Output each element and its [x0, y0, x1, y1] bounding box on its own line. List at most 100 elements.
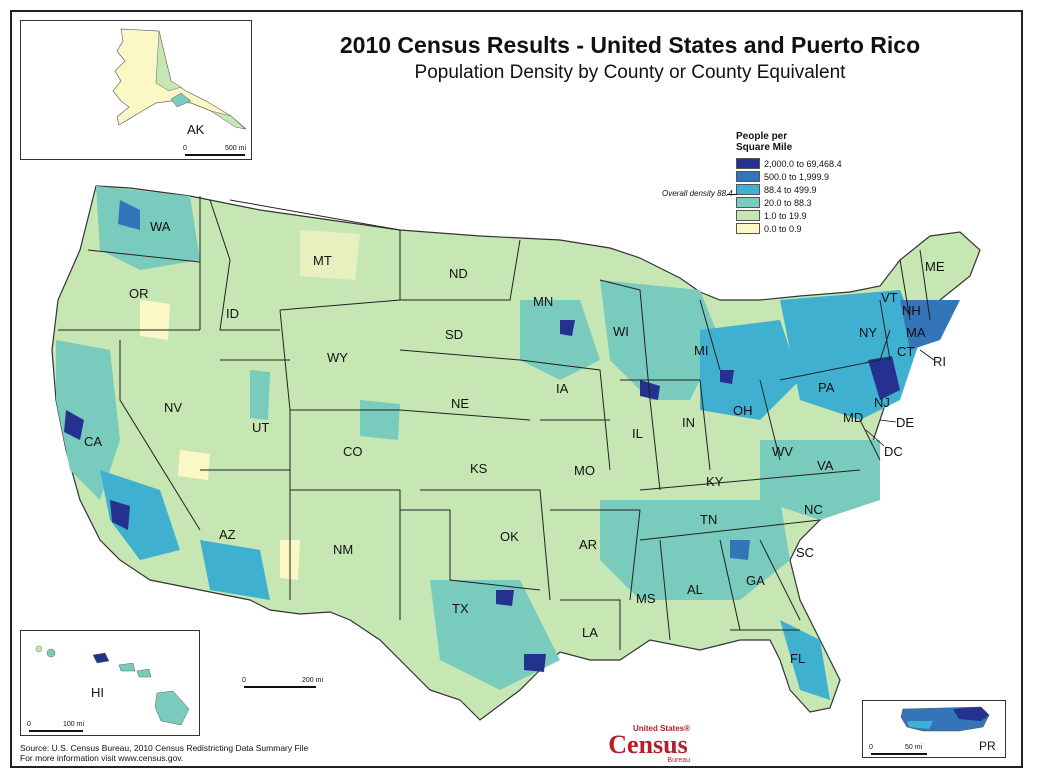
- map-subtitle: Population Density by County or County E…: [414, 62, 846, 83]
- census-bureau-logo: United States® Census Bureau: [606, 724, 690, 764]
- state-label-sc: SC: [796, 545, 815, 560]
- legend-label: 0.0 to 0.9: [764, 223, 802, 234]
- map-frame: [10, 10, 1023, 768]
- legend-row: 2,000.0 to 69,468.4: [736, 157, 842, 170]
- state-label-id: ID: [226, 306, 239, 321]
- state-label-va: VA: [817, 458, 834, 473]
- hawaii-scale-end: 100 mi: [63, 721, 85, 728]
- state-label-mi: MI: [694, 343, 709, 358]
- state-label-sd: SD: [445, 327, 464, 342]
- state-label-ar: AR: [579, 537, 598, 552]
- source-line-1: Source: U.S. Census Bureau, 2010 Census …: [20, 743, 309, 753]
- alaska-scale-start: 0: [183, 145, 187, 152]
- logo-line-2: Census: [608, 730, 688, 759]
- alaska-inset: AK 0 500 mi: [20, 20, 252, 160]
- legend-swatch: [736, 158, 760, 169]
- state-label-ok: OK: [500, 529, 519, 544]
- state-borders: [58, 196, 931, 650]
- state-label-ca: CA: [84, 434, 103, 449]
- state-label-mn: MN: [533, 294, 554, 309]
- legend-row: 88.4 to 499.9: [736, 183, 842, 196]
- legend-title: People per Square Mile: [736, 131, 793, 153]
- state-label-ma: MA: [906, 325, 926, 340]
- state-label-ri: RI: [933, 354, 946, 369]
- puerto-rico-scale-end: 50 mi: [905, 744, 923, 751]
- source-note: Source: U.S. Census Bureau, 2010 Census …: [20, 743, 308, 763]
- main-scale-bar: [244, 686, 316, 688]
- state-label-nd: ND: [449, 266, 468, 281]
- legend: People per Square Mile 2,000.0 to 69,468…: [736, 131, 842, 235]
- state-label-nh: NH: [902, 303, 921, 318]
- legend-swatch: [736, 184, 760, 195]
- state-label-vt: VT: [881, 290, 898, 305]
- state-label-wv: WV: [772, 444, 793, 459]
- puerto-rico-label: PR: [979, 739, 996, 753]
- legend-swatch: [736, 171, 760, 182]
- state-label-dc: DC: [884, 444, 903, 459]
- state-label-ny: NY: [859, 325, 878, 340]
- overall-density-marker: [727, 194, 737, 195]
- state-label-ga: GA: [746, 573, 765, 588]
- state-label-ct: CT: [897, 344, 915, 359]
- puerto-rico-scale-start: 0: [869, 744, 873, 751]
- legend-swatch: [736, 210, 760, 221]
- state-label-nj: NJ: [874, 395, 890, 410]
- state-label-de: DE: [896, 415, 915, 430]
- legend-rows: 2,000.0 to 69,468.4 500.0 to 1,999.9 88.4 …: [736, 157, 842, 235]
- state-label-ne: NE: [451, 396, 470, 411]
- state-label-il: IL: [632, 426, 643, 441]
- main-scale-start: 0: [242, 677, 246, 684]
- state-label-oh: OH: [733, 403, 753, 418]
- hawaii-scale-bar: [29, 730, 83, 732]
- state-label-wy: WY: [327, 350, 348, 365]
- state-label-co: CO: [343, 444, 363, 459]
- state-label-ky: KY: [706, 474, 724, 489]
- density-regions: [56, 186, 960, 700]
- legend-row: 1.0 to 19.9: [736, 209, 842, 222]
- state-label-pa: PA: [818, 380, 835, 395]
- hawaii-inset: HI 0 100 mi: [20, 630, 200, 736]
- state-label-tn: TN: [700, 512, 718, 527]
- state-label-ia: IA: [556, 381, 569, 396]
- state-label-nc: NC: [804, 502, 823, 517]
- state-label-or: OR: [129, 286, 149, 301]
- hawaii-shape: [35, 645, 190, 726]
- logo-line-1: United States®: [632, 724, 690, 733]
- state-label-az: AZ: [219, 527, 236, 542]
- logo-line-3: Bureau: [667, 757, 690, 764]
- state-label-tx: TX: [452, 601, 469, 616]
- puerto-rico-shape: [900, 706, 990, 732]
- legend-label: 20.0 to 88.3: [764, 197, 812, 208]
- state-label-ms: MS: [636, 591, 656, 606]
- legend-label: 88.4 to 499.9: [764, 184, 817, 195]
- state-label-ut: UT: [252, 420, 270, 435]
- puerto-rico-scale-bar: [871, 753, 927, 755]
- state-label-nv: NV: [164, 400, 183, 415]
- legend-label: 2,000.0 to 69,468.4: [764, 158, 842, 169]
- puerto-rico-inset: PR 0 50 mi: [862, 700, 1006, 758]
- hawaii-scale-start: 0: [27, 721, 31, 728]
- state-label-wi: WI: [613, 324, 629, 339]
- legend-label: 1.0 to 19.9: [764, 210, 807, 221]
- main-scale-end: 200 mi: [302, 677, 324, 684]
- source-line-2: For more information visit www.census.go…: [20, 753, 184, 763]
- state-label-wa: WA: [150, 219, 171, 234]
- state-label-ks: KS: [470, 461, 488, 476]
- legend-label: 500.0 to 1,999.9: [764, 171, 830, 182]
- state-label-mo: MO: [574, 463, 595, 478]
- legend-swatch: [736, 197, 760, 208]
- state-label-mt: MT: [313, 253, 332, 268]
- legend-row: 500.0 to 1,999.9: [736, 170, 842, 183]
- overall-density-label: Overall density 88.4: [662, 189, 733, 198]
- legend-row: 0.0 to 0.9: [736, 222, 842, 235]
- state-label-la: LA: [582, 625, 598, 640]
- alaska-scale-bar: [185, 154, 245, 156]
- map-title: 2010 Census Results - United States and …: [339, 32, 921, 58]
- state-label-nm: NM: [333, 542, 354, 557]
- state-label-md: MD: [843, 410, 864, 425]
- state-label-me: ME: [925, 259, 945, 274]
- state-label-in: IN: [682, 415, 695, 430]
- legend-swatch: [736, 223, 760, 234]
- state-label-al: AL: [687, 582, 703, 597]
